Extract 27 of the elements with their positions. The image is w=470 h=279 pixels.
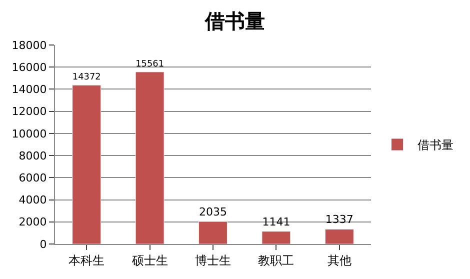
chart-title: 借书量 [204,8,265,33]
y-tick-label: 14000 [12,83,47,96]
y-tick-label: 10000 [12,127,47,140]
x-tick-label: 硕士生 [130,253,168,268]
x-tick-label: 教职工 [258,253,294,268]
y-tick-label: 12000 [12,105,47,118]
bar [262,231,291,244]
legend-label: 借书量 [417,138,454,152]
x-tick-label: 本科生 [68,253,105,268]
bar [324,228,354,244]
bar [198,221,228,244]
data-label: 14372 [72,72,101,83]
x-tick-label: 其他 [327,253,352,268]
y-tick-label: 2000 [18,216,47,229]
data-label: 15561 [136,60,164,70]
y-tick-label: 0 [40,238,47,251]
y-tick-label: 16000 [12,60,47,74]
data-label: 1337 [325,213,354,226]
bar [135,72,164,244]
y-tick-label: 4000 [18,194,47,207]
y-tick-label: 6000 [18,172,47,185]
data-label: 1141 [262,215,290,228]
data-label: 2035 [199,206,227,218]
x-tick-label: 博士生 [195,253,231,268]
y-tick-label: 18000 [12,38,47,52]
y-tick-label: 8000 [18,149,47,162]
bar [72,84,102,244]
